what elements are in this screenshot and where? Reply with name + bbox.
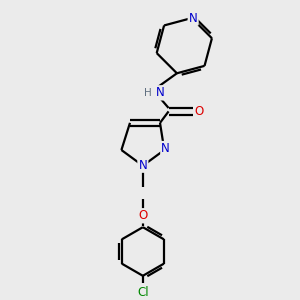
Text: N: N bbox=[189, 11, 197, 25]
Text: O: O bbox=[194, 105, 204, 118]
Text: O: O bbox=[138, 209, 148, 222]
Text: N: N bbox=[156, 86, 164, 99]
Text: N: N bbox=[161, 142, 170, 155]
Text: Cl: Cl bbox=[137, 286, 149, 299]
Text: N: N bbox=[139, 159, 147, 172]
Text: H: H bbox=[144, 88, 152, 98]
